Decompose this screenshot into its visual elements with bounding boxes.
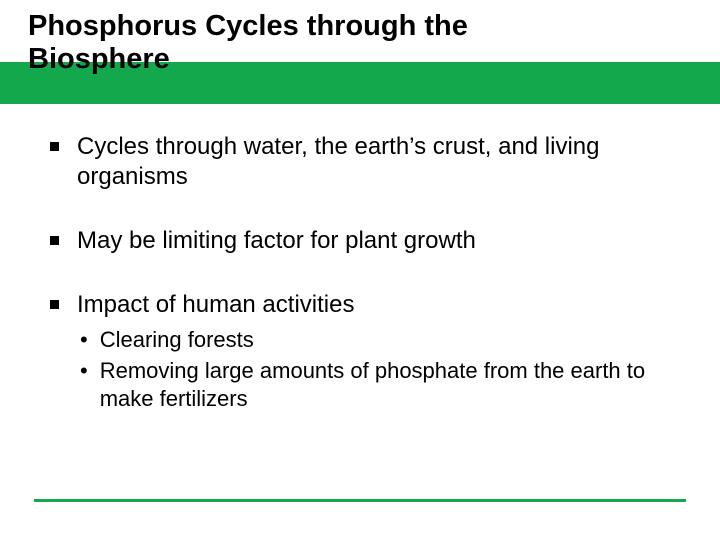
- square-bullet-icon: [50, 236, 59, 245]
- content-area: Cycles through water, the earth’s crust,…: [50, 132, 670, 416]
- title-line-2: Biosphere: [28, 43, 170, 75]
- sub-bullet-text: Removing large amounts of phosphate from…: [100, 357, 670, 414]
- title-line-1: Phosphorus Cycles through the: [28, 10, 468, 42]
- bullet-text: May be limiting factor for plant growth: [77, 226, 670, 256]
- bullet-text: Cycles through water, the earth’s crust,…: [77, 132, 670, 192]
- footer-divider: [34, 499, 686, 502]
- slide-title: Phosphorus Cycles through the Biosphere: [28, 10, 720, 77]
- square-bullet-icon: [50, 300, 59, 309]
- sub-bullet-text: Clearing forests: [100, 326, 670, 355]
- sub-bullet-group: • Clearing forests • Removing large amou…: [80, 326, 670, 414]
- dot-bullet-icon: •: [80, 357, 88, 386]
- title-area: Phosphorus Cycles through the Biosphere: [0, 0, 720, 104]
- slide: Phosphorus Cycles through the Biosphere …: [0, 0, 720, 540]
- bullet-item: May be limiting factor for plant growth: [50, 226, 670, 256]
- square-bullet-icon: [50, 142, 59, 151]
- bullet-item: Impact of human activities: [50, 290, 670, 320]
- bullet-item: Cycles through water, the earth’s crust,…: [50, 132, 670, 192]
- dot-bullet-icon: •: [80, 326, 88, 355]
- bullet-text: Impact of human activities: [77, 290, 670, 320]
- sub-bullet-item: • Removing large amounts of phosphate fr…: [80, 357, 670, 414]
- sub-bullet-item: • Clearing forests: [80, 326, 670, 355]
